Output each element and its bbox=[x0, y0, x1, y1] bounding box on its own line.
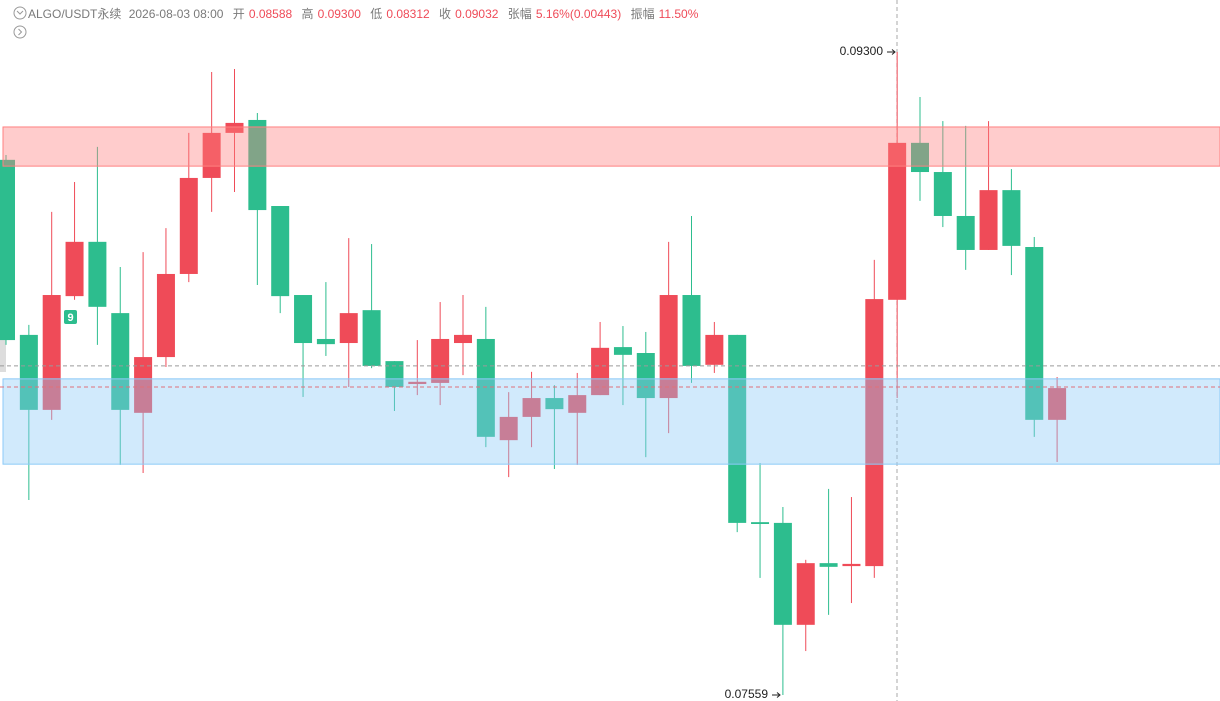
marker-text: 9 bbox=[67, 312, 73, 324]
marker-badge bbox=[64, 310, 77, 324]
candle-body bbox=[956, 215, 975, 250]
candles bbox=[0, 52, 1067, 695]
candle-body bbox=[819, 563, 838, 567]
candle-body bbox=[271, 206, 290, 297]
high-value: 0.09300 bbox=[317, 7, 361, 21]
candle-body bbox=[842, 563, 861, 567]
collapse-chevron bbox=[16, 10, 24, 15]
symbol: ALGO/USDT永续 bbox=[28, 7, 122, 21]
zone bbox=[2, 126, 1220, 167]
candle-body bbox=[408, 381, 427, 385]
candle-body bbox=[796, 563, 815, 625]
candle-body bbox=[294, 295, 313, 344]
candle-body bbox=[42, 295, 61, 410]
candle-body bbox=[179, 177, 198, 274]
candle-body bbox=[316, 338, 335, 345]
candle-body bbox=[156, 273, 175, 358]
candle-body bbox=[0, 159, 15, 341]
candle-body bbox=[202, 132, 221, 178]
candle-body bbox=[568, 395, 587, 413]
candle-body bbox=[431, 338, 450, 383]
amplitude-value: 11.50% bbox=[658, 7, 699, 21]
candle-body bbox=[499, 416, 518, 441]
candle-body bbox=[339, 313, 358, 344]
low-annotation: 0.07559 bbox=[725, 687, 769, 701]
candle-body bbox=[682, 295, 701, 366]
low-value: 0.08312 bbox=[386, 7, 430, 21]
candle-body bbox=[979, 190, 998, 250]
candle-body bbox=[888, 142, 907, 300]
zone bbox=[2, 378, 1220, 465]
candle-body bbox=[19, 334, 38, 410]
candle-body bbox=[476, 338, 495, 437]
candle-body bbox=[134, 357, 153, 413]
candle-body bbox=[362, 310, 381, 366]
scroll-handle[interactable] bbox=[0, 338, 6, 372]
candle-body bbox=[385, 361, 404, 387]
high-label: 高 bbox=[301, 7, 314, 21]
low-label: 低 bbox=[370, 7, 383, 21]
candle-body bbox=[1048, 388, 1067, 420]
change-value: (0.00443) bbox=[569, 7, 622, 21]
change-label: 张幅 bbox=[507, 7, 532, 21]
candle-body bbox=[88, 241, 107, 307]
candle-body bbox=[522, 398, 541, 417]
candle-body bbox=[705, 334, 724, 365]
candle-body bbox=[773, 522, 792, 625]
collapse-icon[interactable] bbox=[13, 6, 27, 20]
close-label: 收 bbox=[439, 7, 452, 21]
candle-body bbox=[751, 522, 770, 525]
annotation-arrow bbox=[772, 692, 781, 698]
amplitude-label: 振幅 bbox=[630, 7, 655, 21]
candle-body bbox=[659, 295, 678, 399]
candle-body bbox=[248, 119, 267, 211]
candle-body bbox=[613, 347, 632, 355]
annotation-arrow bbox=[887, 49, 896, 55]
candle-body bbox=[225, 122, 244, 133]
overlay bbox=[0, 126, 1220, 465]
candle-body bbox=[545, 398, 564, 410]
close-value: 0.09032 bbox=[455, 7, 499, 21]
expand-chevron bbox=[18, 28, 23, 36]
candle-body bbox=[65, 241, 84, 297]
candle-body bbox=[728, 334, 747, 523]
open-label: 开 bbox=[232, 7, 245, 21]
open-value: 0.08588 bbox=[248, 7, 293, 21]
candle-body bbox=[933, 172, 952, 216]
candle-body bbox=[636, 353, 655, 399]
candle-body bbox=[591, 347, 610, 396]
candle-body bbox=[454, 334, 472, 344]
expand-icon[interactable] bbox=[13, 25, 27, 39]
candle-body bbox=[911, 142, 929, 173]
time: 2026-08-03 08:00 bbox=[128, 7, 224, 21]
change-pct: 5.16% bbox=[535, 7, 570, 21]
candle-body bbox=[1002, 190, 1021, 246]
candle-body bbox=[1025, 247, 1044, 420]
candle-body bbox=[111, 313, 130, 410]
high-annotation: 0.09300 bbox=[840, 44, 884, 58]
